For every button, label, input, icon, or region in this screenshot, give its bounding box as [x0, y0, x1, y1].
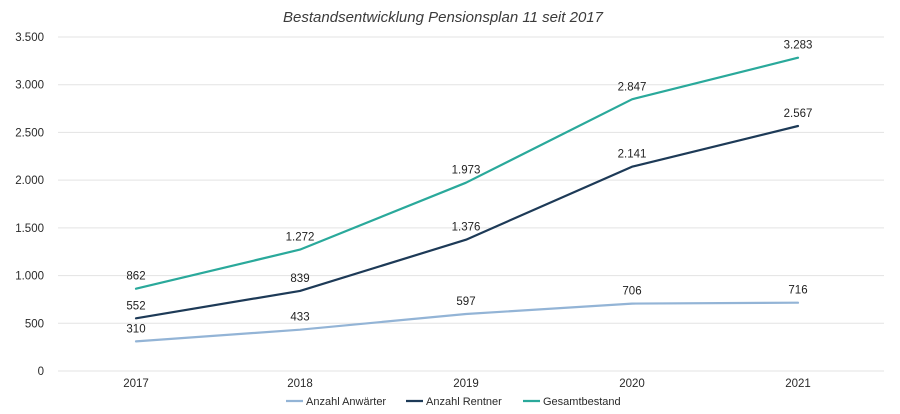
- y-tick-label: 0: [38, 366, 44, 378]
- legend-label: Anzahl Rentner: [426, 396, 502, 408]
- y-tick-label: 3.000: [15, 80, 44, 92]
- y-tick-label: 1.000: [15, 271, 44, 283]
- data-label: 1.376: [452, 222, 481, 234]
- data-label: 839: [290, 273, 309, 285]
- data-label: 716: [788, 285, 807, 297]
- data-label: 706: [622, 286, 641, 298]
- x-tick-label: 2021: [785, 378, 811, 390]
- x-tick-label: 2019: [453, 378, 479, 390]
- data-label: 1.272: [286, 232, 315, 244]
- data-label: 2.141: [618, 149, 647, 161]
- y-tick-label: 3.500: [15, 32, 44, 44]
- legend: Anzahl Anwärter Anzahl Rentner Gesamtbesta…: [286, 396, 621, 408]
- y-tick-label: 1.500: [15, 223, 44, 235]
- data-label: 1.973: [452, 165, 481, 177]
- x-tick-label: 2020: [619, 378, 645, 390]
- data-label: 862: [126, 271, 145, 283]
- data-label: 2.847: [618, 81, 647, 93]
- data-label: 597: [456, 296, 475, 308]
- y-tick-label: 2.500: [15, 127, 44, 139]
- data-label: 2.567: [784, 108, 813, 120]
- y-axis-tick-labels: 0 500 1.000 1.500 2.000 2.500 3.000 3.500: [15, 32, 44, 378]
- x-tick-label: 2018: [287, 378, 313, 390]
- y-tick-label: 2.000: [15, 175, 44, 187]
- chart-title: Bestandsentwicklung Pensionsplan 11 seit…: [283, 9, 604, 26]
- data-label: 3.283: [784, 40, 813, 52]
- data-label: 310: [126, 323, 145, 335]
- gridlines: [58, 36, 884, 372]
- data-labels: 310 433 597 706 716 552 839 1.376 2.141 2.567 862 1…: [126, 40, 812, 336]
- series-line: [134, 56, 800, 290]
- series-line: [134, 124, 800, 320]
- legend-label: Gesamtbestand: [543, 396, 621, 408]
- x-axis-tick-labels: 2017 2018 2019 2020 2021: [123, 378, 811, 390]
- legend-label: Anzahl Anwärter: [306, 396, 386, 408]
- series-lines: [134, 56, 800, 343]
- data-label: 552: [126, 300, 145, 312]
- x-tick-label: 2017: [123, 378, 149, 390]
- y-tick-label: 500: [25, 318, 44, 330]
- series-line: [134, 301, 800, 343]
- data-label: 433: [290, 312, 309, 324]
